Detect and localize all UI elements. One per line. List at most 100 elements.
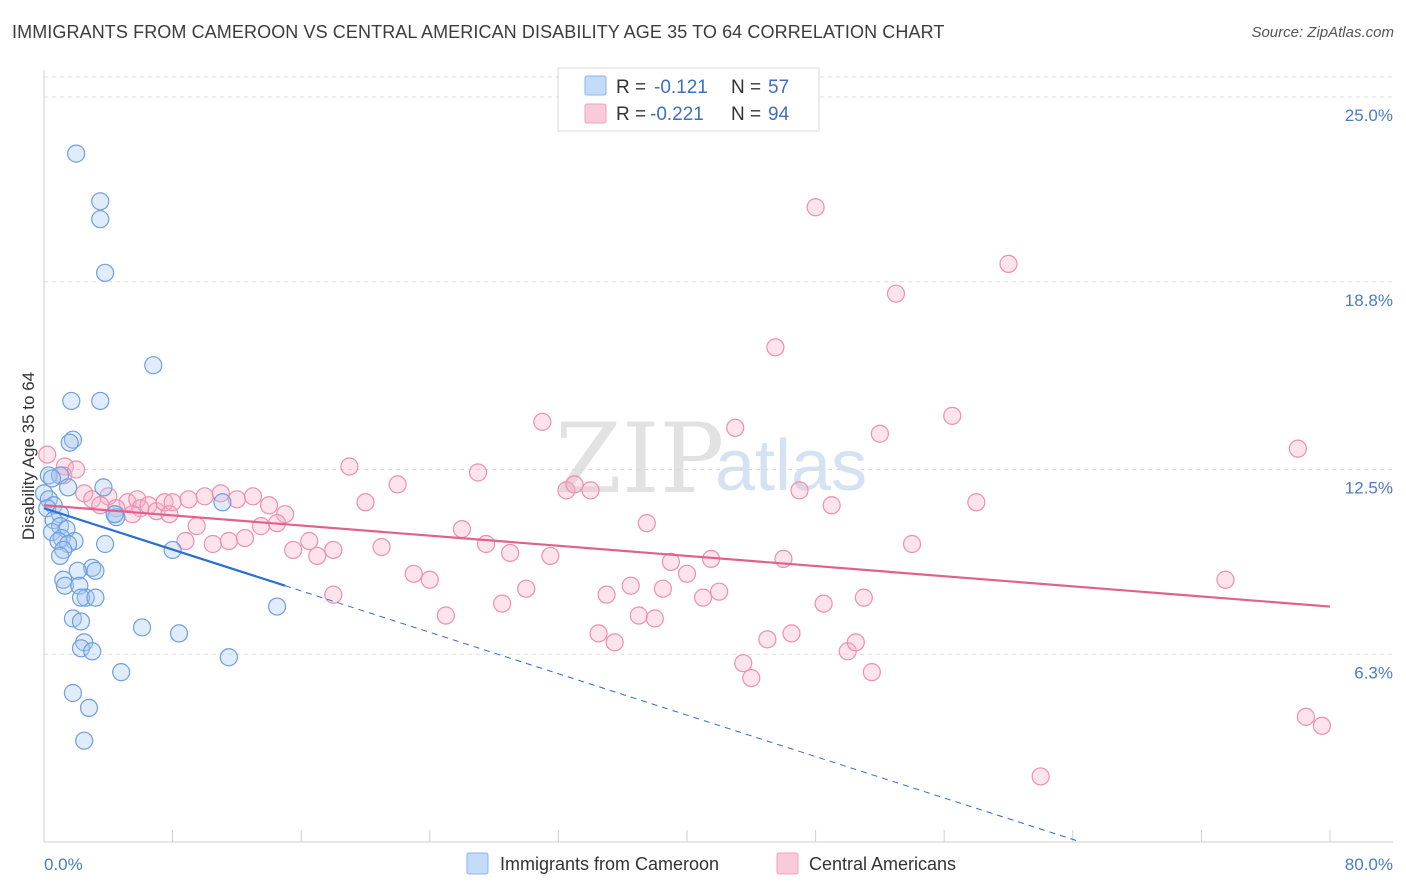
data-point (123, 505, 142, 524)
data-point (169, 624, 189, 643)
data-point (324, 585, 343, 604)
chart-source: Source: ZipAtlas.com (1251, 24, 1394, 41)
data-point (107, 508, 126, 527)
stats-legend: R = -0.121 N = 57 R = -0.221 N = 94 (557, 67, 820, 132)
data-point (340, 457, 359, 476)
data-point (71, 639, 91, 658)
data-point (42, 469, 62, 488)
data-point (637, 514, 656, 533)
data-point (71, 588, 91, 607)
data-point (68, 561, 87, 580)
data-point (91, 192, 110, 211)
data-point (83, 642, 102, 661)
data-point (862, 663, 881, 682)
data-point (259, 496, 279, 515)
legend-r-value-blue: -0.121 (654, 77, 708, 98)
data-point (1312, 716, 1332, 735)
data-point (710, 582, 729, 601)
data-point (533, 412, 552, 431)
data-point (176, 531, 195, 551)
data-point (653, 579, 672, 598)
series-immigrants-from-cameroon (34, 144, 287, 750)
data-point (34, 484, 54, 503)
data-point (766, 338, 785, 357)
legend-r-label-blue: R = (616, 77, 646, 98)
data-point (493, 594, 512, 613)
data-point (902, 534, 922, 554)
data-point (251, 517, 271, 536)
watermark: ZIP atlas (555, 403, 867, 515)
x-axis-tick-marks (43, 830, 1331, 842)
data-point (372, 537, 391, 557)
data-point (144, 356, 163, 375)
data-point (132, 618, 152, 637)
data-point (38, 445, 57, 464)
legend-n-value-pink: 94 (768, 104, 790, 125)
data-point (67, 144, 86, 163)
data-point (726, 418, 745, 437)
legend-n-label-pink: N = (731, 104, 761, 125)
data-point (284, 540, 303, 560)
data-point (63, 683, 83, 703)
legend-r-value-pink: -0.221 (650, 104, 704, 125)
data-point (91, 210, 110, 229)
data-point (452, 519, 472, 539)
bottom-legend-swatch-pink (776, 852, 799, 875)
x-tick-label-max: 80.0% (1345, 855, 1393, 874)
data-point (356, 493, 375, 512)
data-point (95, 534, 115, 554)
data-point (62, 391, 81, 411)
data-point (943, 406, 962, 425)
y-axis-ticks: 6.3% 12.5% 18.8% 25.0% (1345, 106, 1393, 682)
data-point (517, 579, 536, 598)
data-point (782, 624, 801, 643)
data-point (886, 284, 906, 303)
data-point (814, 594, 833, 613)
data-point (59, 478, 78, 497)
data-point (195, 487, 214, 506)
grid (44, 76, 1393, 655)
data-point (63, 430, 83, 449)
data-point (86, 588, 105, 607)
y-axis-label: Disability Age 35 to 64 (19, 372, 38, 540)
data-point (75, 731, 94, 750)
y-tick-label: 6.3% (1354, 663, 1393, 682)
legend-n-label-blue: N = (731, 77, 761, 98)
data-point (95, 263, 115, 282)
data-point (83, 558, 102, 577)
data-point (806, 198, 825, 217)
data-point (742, 668, 761, 688)
data-point (846, 633, 865, 652)
data-point (589, 624, 608, 643)
data-point (76, 588, 95, 607)
data-point (50, 546, 70, 566)
series-central-americans (38, 198, 1332, 786)
data-point (565, 475, 584, 494)
data-point (597, 585, 616, 604)
data-point (67, 460, 86, 479)
data-point (42, 522, 62, 542)
y-tick-label: 25.0% (1345, 106, 1393, 125)
data-point (581, 481, 600, 500)
data-point (677, 564, 697, 583)
trend-line-central-americans (43, 504, 1331, 608)
chart-title: IMMIGRANTS FROM CAMEROON VS CENTRAL AMER… (12, 22, 945, 42)
bottom-legend-swatch-blue (466, 852, 489, 875)
data-point (1288, 439, 1307, 458)
data-point (621, 576, 640, 595)
data-point (187, 517, 206, 536)
legend-swatch-pink (584, 103, 607, 124)
data-point (388, 475, 407, 494)
data-point (790, 481, 809, 500)
data-point (243, 487, 263, 506)
data-point (822, 496, 841, 515)
data-point (60, 433, 79, 452)
data-point (219, 531, 238, 551)
data-point (324, 540, 343, 560)
data-point (758, 630, 777, 649)
data-point (967, 493, 986, 512)
data-point (420, 570, 439, 589)
data-point (86, 561, 105, 580)
data-point (219, 648, 238, 667)
data-point (541, 546, 560, 566)
